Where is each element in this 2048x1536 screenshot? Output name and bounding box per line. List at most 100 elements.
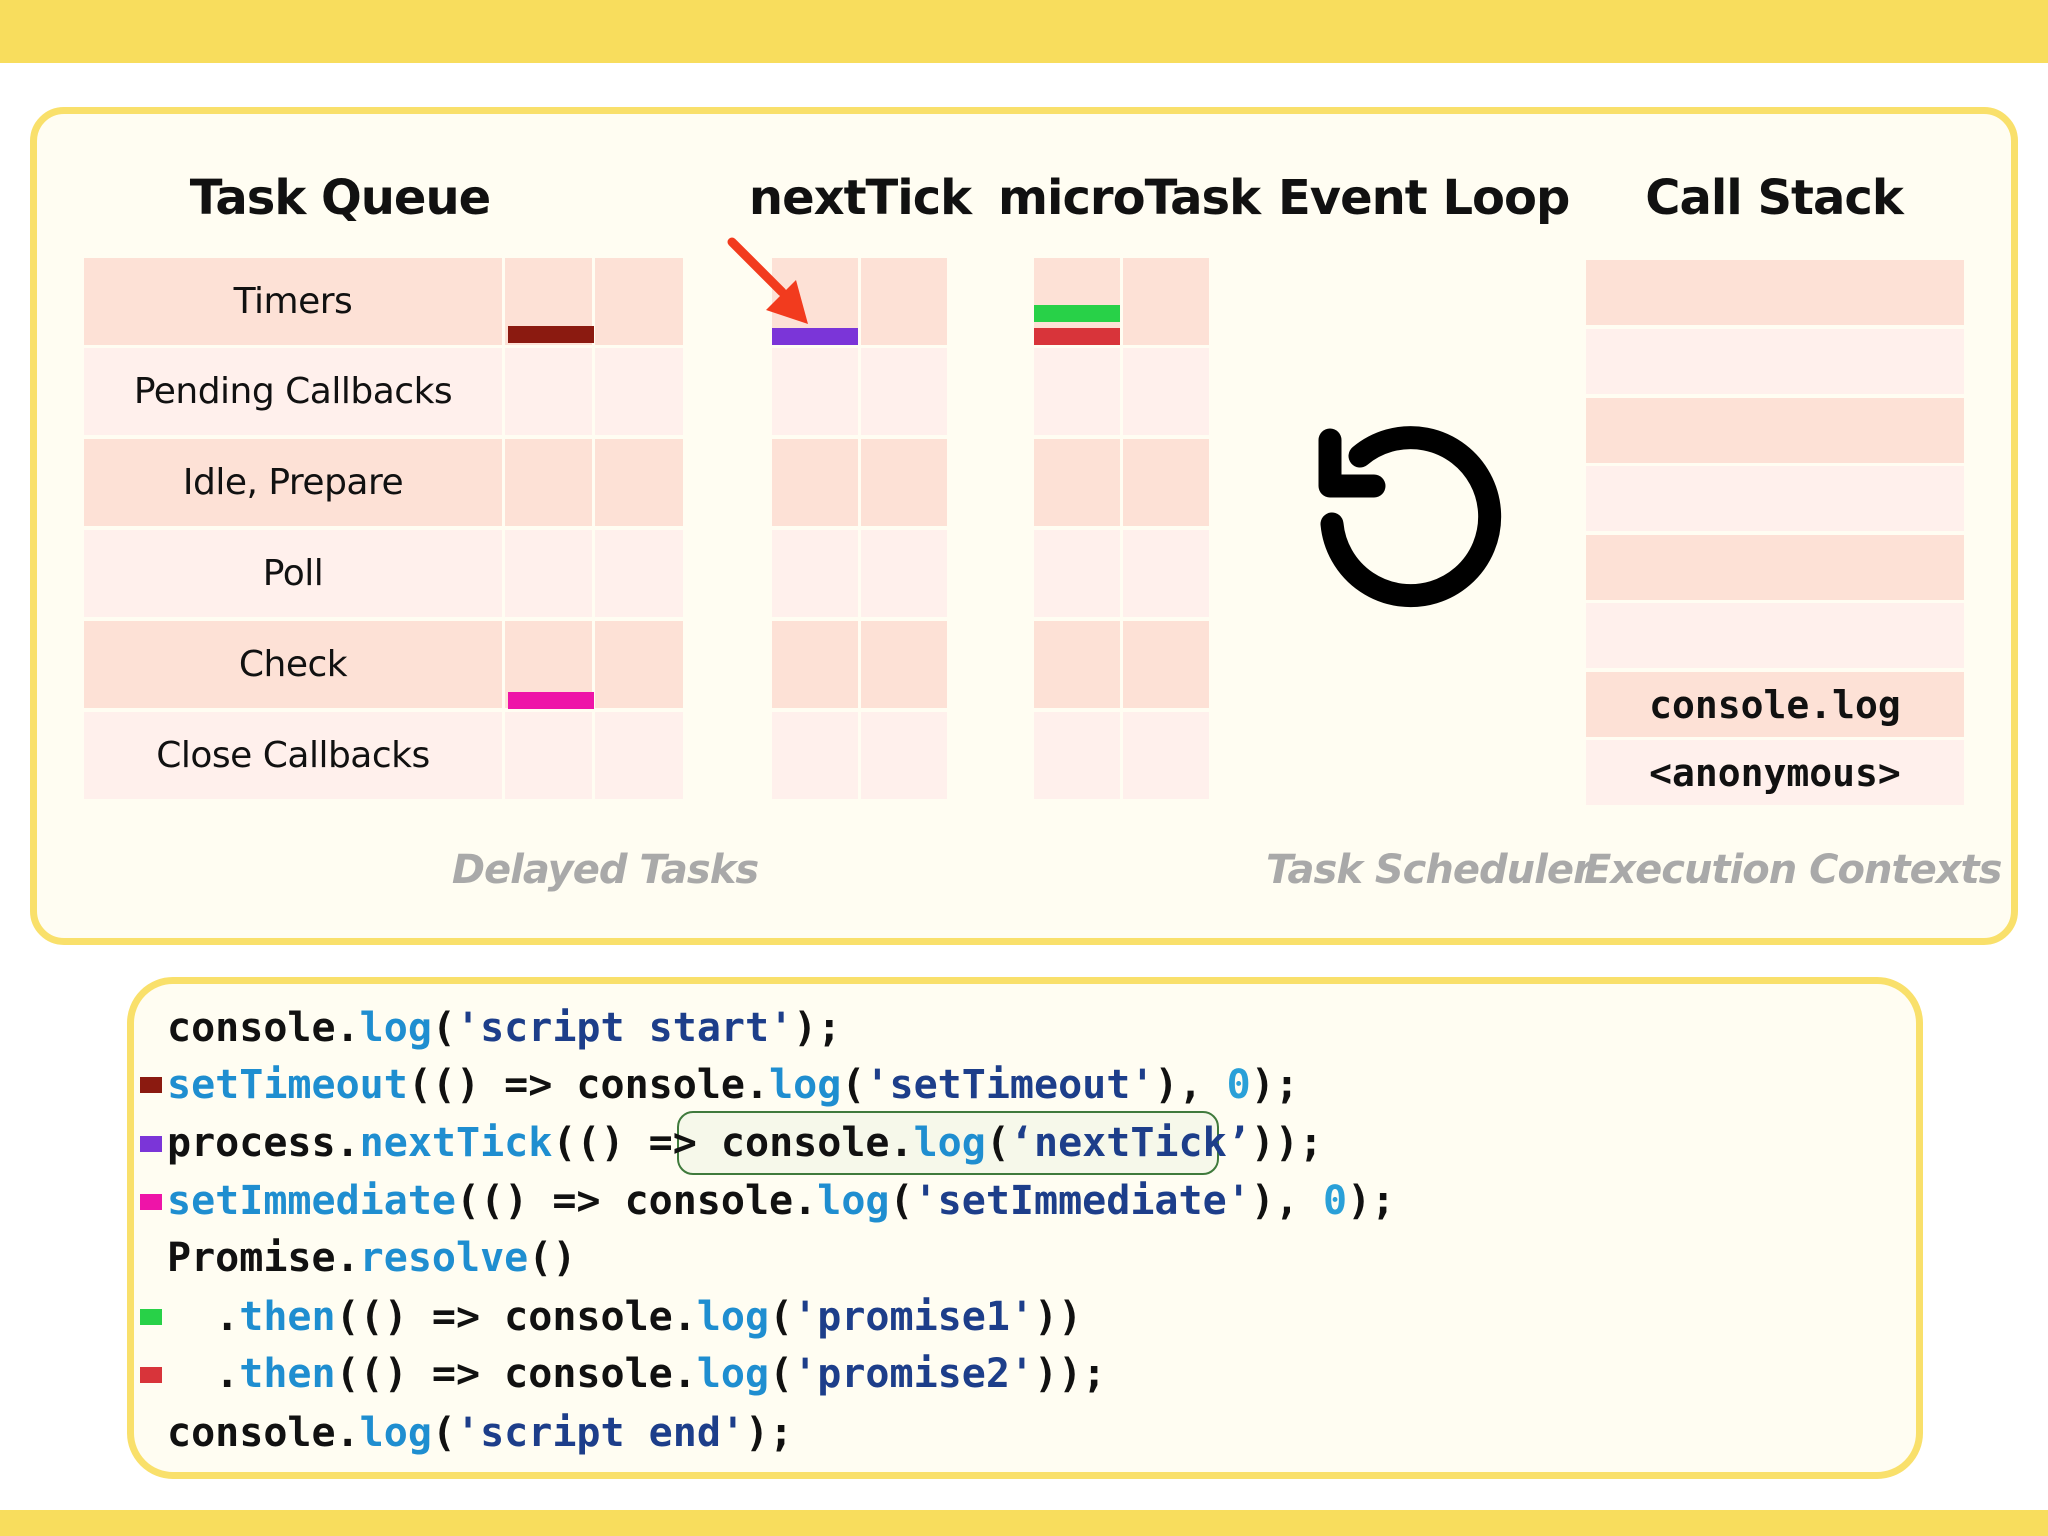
idle-slot-1 xyxy=(505,439,592,526)
micro-task-cell xyxy=(1123,348,1209,435)
timers-slot-2 xyxy=(595,258,683,345)
task-queue-title: Task Queue xyxy=(189,170,491,226)
code-line-script-end: console.log('script end'); xyxy=(167,1407,793,1459)
red-arrow-icon xyxy=(727,237,808,324)
code-token: setImmediate xyxy=(167,1178,456,1224)
code-token: . xyxy=(744,1062,770,1108)
promise1-marker xyxy=(1034,305,1120,322)
code-panel xyxy=(127,977,1923,1479)
code-token: ( xyxy=(431,1005,457,1051)
next-tick-cell xyxy=(861,712,947,799)
code-token: 0 xyxy=(1322,1178,1348,1224)
code-token: log xyxy=(817,1178,890,1224)
next-tick-cell xyxy=(861,348,947,435)
code-token: 'setImmediate' xyxy=(913,1178,1251,1224)
current-callback-highlight xyxy=(677,1111,1219,1175)
pending-slot-1 xyxy=(505,348,592,435)
phase-poll: Poll xyxy=(84,530,502,617)
code-line-next-tick: process.nextTick(() => console.log(‘next… xyxy=(167,1117,1323,1169)
code-token: )) xyxy=(1034,1294,1083,1340)
promise1-code-marker xyxy=(140,1309,162,1325)
code-token: Promise xyxy=(167,1235,336,1281)
code-token: . xyxy=(335,1005,360,1051)
task-scheduler-label: Task Scheduler xyxy=(1266,847,1593,893)
code-token: then xyxy=(239,1294,336,1340)
next-tick-code-marker xyxy=(140,1136,162,1152)
code-token: 'promise2' xyxy=(793,1351,1034,1397)
phase-check: Check xyxy=(84,621,502,708)
code-line-set-timeout: setTimeout(() => console.log('setTimeout… xyxy=(167,1059,1299,1111)
micro-task-cell xyxy=(1123,439,1209,526)
code-line-script-start: console.log('script start'); xyxy=(167,1002,841,1054)
code-token: ( xyxy=(431,1410,457,1456)
next-tick-title: nextTick xyxy=(748,170,972,226)
pending-slot-2 xyxy=(595,348,683,435)
code-token: ); xyxy=(1347,1178,1396,1224)
micro-task-title: microTask xyxy=(998,170,1261,226)
code-token: log xyxy=(359,1005,432,1051)
code-token: () xyxy=(528,1235,577,1281)
stack-slot xyxy=(1586,329,1964,394)
code-token: . xyxy=(335,1410,360,1456)
micro-task-cell xyxy=(1034,621,1120,708)
stack-slot xyxy=(1586,398,1964,463)
phase-idle-prepare: Idle, Prepare xyxy=(84,439,502,526)
code-token: ); xyxy=(1250,1062,1299,1108)
code-token: (() => xyxy=(455,1178,625,1224)
code-token: ( xyxy=(889,1178,914,1224)
close-slot-2 xyxy=(595,712,683,799)
code-token: log xyxy=(913,1120,986,1166)
code-token: . xyxy=(335,1235,360,1281)
next-tick-cell xyxy=(772,348,858,435)
code-token: . xyxy=(889,1120,914,1166)
micro-task-cell xyxy=(1123,621,1209,708)
promise2-code-marker xyxy=(140,1367,162,1383)
code-token: console xyxy=(720,1120,890,1166)
code-token: (() => xyxy=(335,1351,505,1397)
set-timeout-code-marker xyxy=(140,1077,162,1093)
code-token: console xyxy=(504,1351,673,1397)
promise2-marker xyxy=(1034,328,1120,345)
next-tick-cell xyxy=(772,621,858,708)
next-tick-cell xyxy=(861,439,947,526)
code-token: console xyxy=(167,1005,336,1051)
code-line-promise2: .then(() => console.log('promise2')); xyxy=(167,1348,1106,1400)
event-loop-title: Event Loop xyxy=(1278,170,1570,226)
stack-slot xyxy=(1586,466,1964,531)
code-token: )); xyxy=(1034,1351,1107,1397)
next-tick-cell xyxy=(772,530,858,617)
micro-task-cell xyxy=(1034,712,1120,799)
bottom-band xyxy=(0,1510,2048,1536)
code-token: setTimeout xyxy=(167,1062,408,1108)
micro-task-cell xyxy=(1123,712,1209,799)
code-line-promise1: .then(() => console.log('promise1')) xyxy=(167,1291,1082,1343)
stack-slot xyxy=(1586,260,1964,325)
next-tick-cell xyxy=(861,530,947,617)
micro-task-cell xyxy=(1034,439,1120,526)
next-tick-cell xyxy=(861,621,947,708)
code-token: . xyxy=(672,1351,697,1397)
code-token: console xyxy=(576,1062,745,1108)
code-token: console xyxy=(167,1410,336,1456)
code-token: resolve xyxy=(359,1235,529,1281)
phase-close-callbacks: Close Callbacks xyxy=(84,712,502,799)
top-band xyxy=(0,0,2048,63)
micro-task-cell xyxy=(1123,258,1209,345)
micro-task-cell xyxy=(1034,530,1120,617)
next-tick-marker xyxy=(772,328,858,345)
code-token: (() => xyxy=(552,1120,721,1166)
code-token: ‘nextTick’ xyxy=(1009,1120,1251,1166)
code-token: ), xyxy=(1250,1178,1323,1224)
stack-frame-console-log: console.log xyxy=(1586,672,1964,737)
code-token: log xyxy=(696,1294,770,1340)
code-token: ); xyxy=(1274,1120,1324,1166)
close-slot-1 xyxy=(505,712,592,799)
check-slot-2 xyxy=(595,621,683,708)
set-immediate-code-marker xyxy=(140,1194,162,1210)
code-token: 'promise1' xyxy=(793,1294,1034,1340)
code-token: ); xyxy=(745,1410,794,1456)
code-token: (() => xyxy=(335,1294,505,1340)
code-token: ( xyxy=(769,1351,794,1397)
poll-slot-2 xyxy=(595,530,683,617)
next-tick-cell xyxy=(772,439,858,526)
